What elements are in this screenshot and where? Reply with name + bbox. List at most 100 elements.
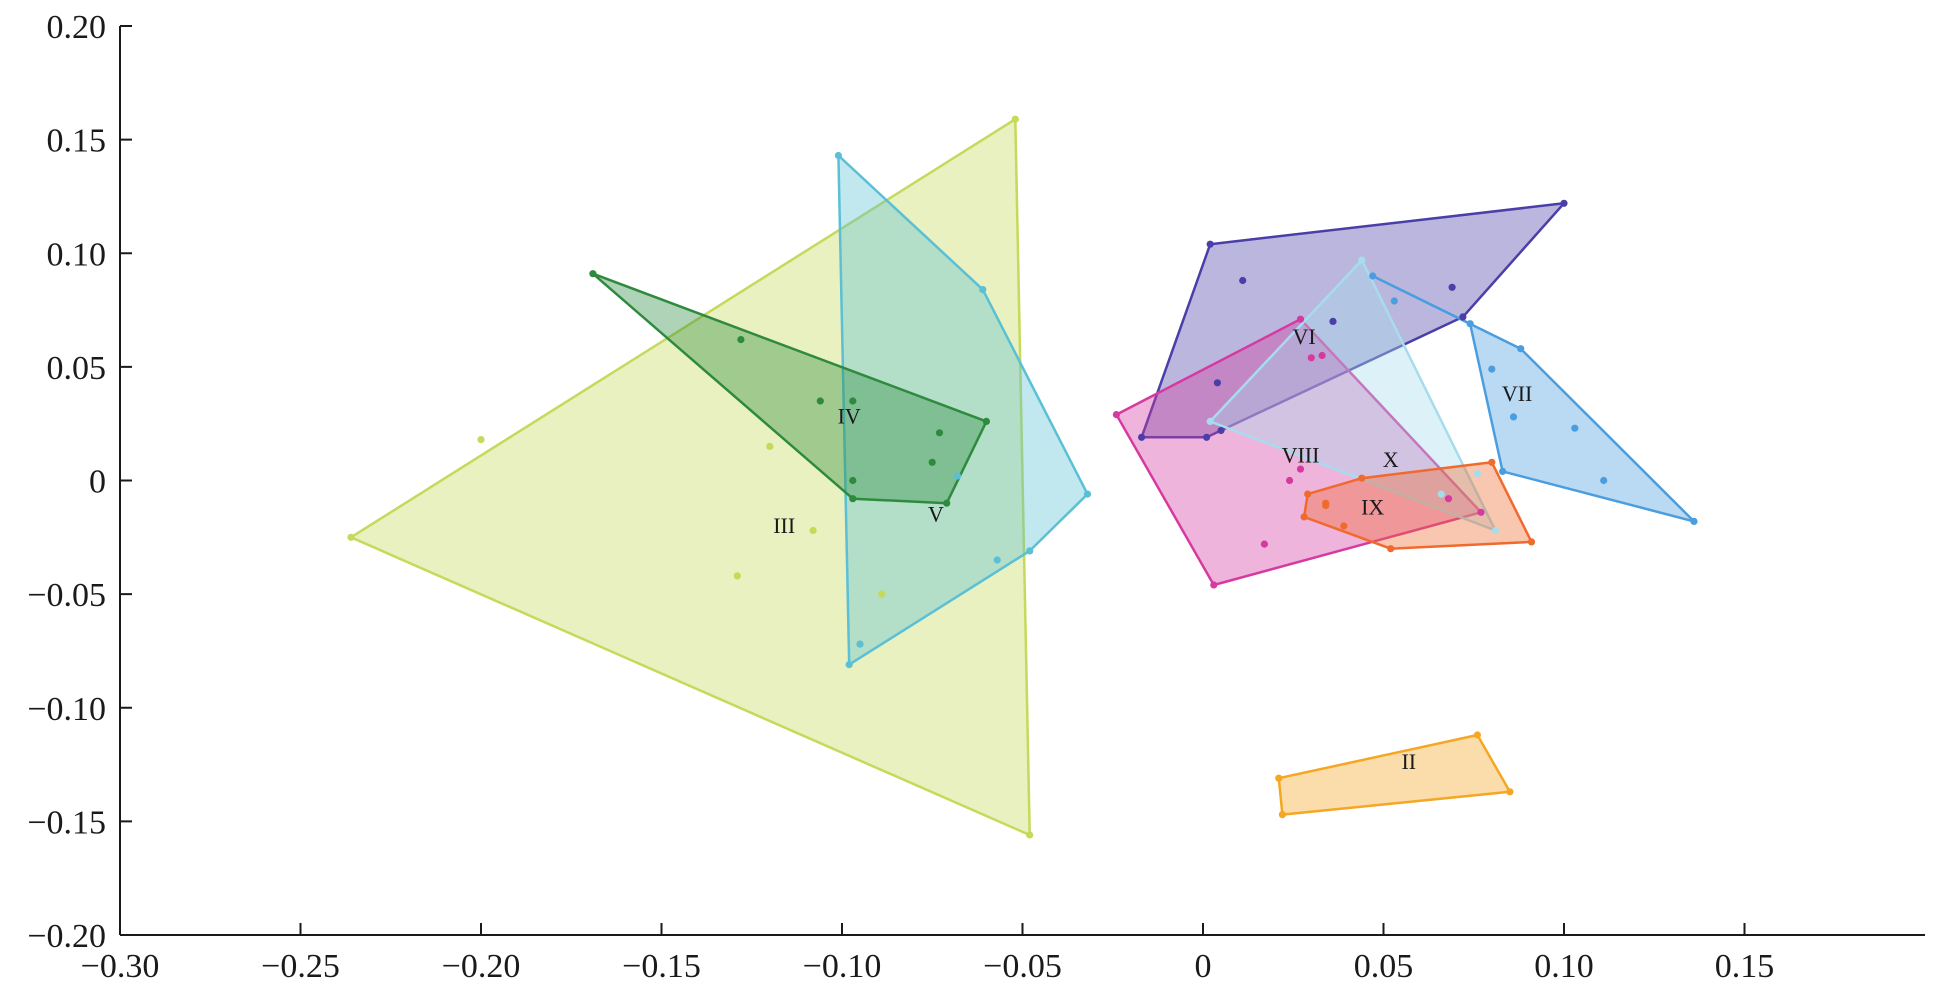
point-iv [943,499,951,507]
point-iii [1011,115,1019,123]
group-label-ix: IX [1361,495,1384,520]
point-viii [1112,411,1120,419]
hull-polygons [349,117,1696,837]
point-vi [1213,379,1221,387]
point-iv [849,476,857,485]
point-iv [816,397,824,405]
x-tick-label: −0.20 [442,948,521,985]
point-vi [1206,240,1214,248]
group-label-v: V [928,501,944,526]
point-vii [1390,297,1398,305]
x-tick-label: 0.05 [1354,948,1414,985]
point-ii [1506,788,1514,796]
group-label-iv: IV [838,404,861,429]
x-tick-label: −0.30 [81,948,160,985]
point-iv [935,429,944,437]
y-tick-label: −0.05 [27,577,106,614]
point-v [993,556,1001,564]
point-vi [1239,276,1247,285]
x-tick-label: 0 [1195,948,1212,985]
point-viii [1307,354,1315,362]
point-viii [1210,581,1218,589]
point-iv [589,270,597,278]
point-iii [809,526,817,535]
group-label-x: X [1383,447,1399,472]
y-tick-label: 0.05 [47,350,107,387]
point-vii [1517,345,1525,353]
point-v [1026,547,1034,555]
point-ii [1275,774,1283,782]
point-ix [1387,545,1395,553]
point-ix [1304,490,1312,498]
x-tick-label: −0.25 [261,948,340,985]
point-viii [1318,351,1326,360]
point-iv [982,417,991,425]
y-tick-label: −0.10 [27,691,106,728]
group-label-vi: VI [1292,324,1315,349]
point-vi [1203,433,1211,441]
point-x [1358,256,1366,264]
group-label-iii: III [773,513,795,538]
point-v [1083,490,1092,498]
point-x [1473,470,1481,478]
hull-v [837,154,1089,666]
hull-ii [1277,733,1512,816]
point-vii [1600,476,1608,485]
hull-vi [1140,202,1566,439]
point-x [1491,526,1499,535]
y-tick-label: 0.15 [47,123,107,160]
point-iii [766,442,774,450]
point-vii [1499,467,1507,475]
point-iii [477,436,485,444]
point-ix [1527,538,1536,546]
point-vi [1329,317,1337,325]
x-tick-label: 0.15 [1715,948,1775,985]
group-labels: III V IV VI VII VIII X IX II [773,324,1532,774]
point-v [834,151,843,160]
point-vi [1560,199,1568,207]
point-viii [1260,540,1268,548]
y-tick-label: −0.20 [27,918,106,955]
point-vi [1448,283,1456,291]
tick-marks-and-labels: −0.30 −0.25 −0.20 −0.15 −0.10 −0.05 0 0.05 0.10 0… [27,9,1774,985]
point-ix [1300,513,1308,521]
point-ii [1473,731,1481,739]
point-v [979,286,987,294]
point-v [856,640,864,648]
point-ii [1278,811,1286,819]
point-vii [1488,365,1496,373]
point-iii [1026,831,1034,839]
point-ix [1340,522,1348,530]
x-tick-label: −0.15 [622,948,701,985]
point-iii [878,590,886,598]
point-iii [733,572,741,580]
point-v [953,472,962,480]
point-viii [1477,508,1485,516]
hull-iii [349,117,1031,837]
point-vii [1466,320,1474,328]
point-iv [849,397,857,405]
point-ix [1488,458,1496,466]
point-ix [1322,501,1330,510]
point-v [845,661,853,669]
y-tick-label: 0 [89,464,106,501]
y-tick-label: 0.20 [47,9,107,46]
y-tick-label: 0.10 [47,236,107,273]
group-label-vii: VII [1502,381,1533,406]
hull-vii [1371,274,1696,523]
group-label-ii: II [1401,749,1416,774]
point-viii [1444,495,1453,503]
point-iii [347,533,355,541]
point-vi [1217,426,1225,435]
data-points [347,115,1698,839]
point-vii [1509,413,1518,421]
point-viii [1296,465,1305,473]
y-tick-label: −0.15 [27,804,106,841]
point-iv [737,336,745,344]
point-viii [1286,476,1294,485]
point-vi [1459,313,1467,321]
hull-x [1208,258,1497,532]
point-x [1206,417,1214,425]
